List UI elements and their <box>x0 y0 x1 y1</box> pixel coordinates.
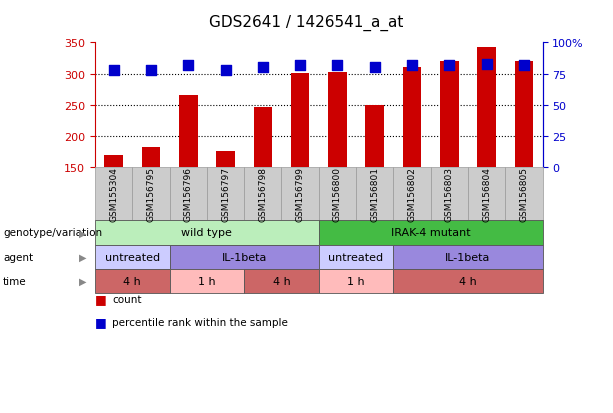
Point <box>295 62 305 69</box>
Text: 1 h: 1 h <box>347 276 365 286</box>
Text: time: time <box>3 276 27 286</box>
Text: wild type: wild type <box>181 228 232 238</box>
Text: IL-1beta: IL-1beta <box>221 252 267 262</box>
Bar <box>478 48 496 167</box>
Text: GSM156801: GSM156801 <box>370 167 379 221</box>
Text: percentile rank within the sample: percentile rank within the sample <box>112 317 288 327</box>
Text: IRAK-4 mutant: IRAK-4 mutant <box>391 228 470 238</box>
Text: GSM156805: GSM156805 <box>519 167 528 221</box>
Bar <box>254 108 272 167</box>
Point <box>482 61 492 68</box>
Text: GSM156797: GSM156797 <box>221 167 230 221</box>
Point <box>444 62 454 69</box>
Point <box>258 65 268 71</box>
Point <box>519 62 529 69</box>
Point <box>221 67 230 74</box>
Bar <box>403 67 421 167</box>
Text: ▶: ▶ <box>79 228 86 238</box>
Text: GDS2641 / 1426541_a_at: GDS2641 / 1426541_a_at <box>209 14 404 31</box>
Text: GSM156802: GSM156802 <box>408 167 416 221</box>
Text: IL-1beta: IL-1beta <box>445 252 490 262</box>
Text: genotype/variation: genotype/variation <box>3 228 102 238</box>
Text: untreated: untreated <box>329 252 384 262</box>
Point <box>407 62 417 69</box>
Bar <box>440 62 459 167</box>
Text: 4 h: 4 h <box>123 276 141 286</box>
Text: ■: ■ <box>95 315 107 328</box>
Bar <box>179 96 197 167</box>
Text: ■: ■ <box>95 292 107 306</box>
Bar <box>328 73 347 167</box>
Bar <box>365 105 384 167</box>
Bar <box>216 151 235 167</box>
Point <box>109 67 118 74</box>
Text: untreated: untreated <box>105 252 160 262</box>
Text: agent: agent <box>3 252 33 262</box>
Text: count: count <box>112 294 142 304</box>
Text: GSM156795: GSM156795 <box>147 167 156 221</box>
Bar <box>514 62 533 167</box>
Bar <box>104 156 123 167</box>
Text: ▶: ▶ <box>79 276 86 286</box>
Bar <box>291 74 310 167</box>
Text: GSM155304: GSM155304 <box>109 167 118 221</box>
Point <box>332 62 342 69</box>
Text: GSM156798: GSM156798 <box>258 167 267 221</box>
Text: 4 h: 4 h <box>273 276 291 286</box>
Bar <box>142 147 160 167</box>
Text: GSM156803: GSM156803 <box>445 167 454 221</box>
Point <box>183 62 193 69</box>
Point <box>370 65 379 71</box>
Text: ▶: ▶ <box>79 252 86 262</box>
Text: GSM156799: GSM156799 <box>295 167 305 221</box>
Point <box>146 67 156 74</box>
Text: GSM156804: GSM156804 <box>482 167 491 221</box>
Text: 1 h: 1 h <box>198 276 216 286</box>
Text: GSM156796: GSM156796 <box>184 167 192 221</box>
Text: 4 h: 4 h <box>459 276 477 286</box>
Text: GSM156800: GSM156800 <box>333 167 342 221</box>
